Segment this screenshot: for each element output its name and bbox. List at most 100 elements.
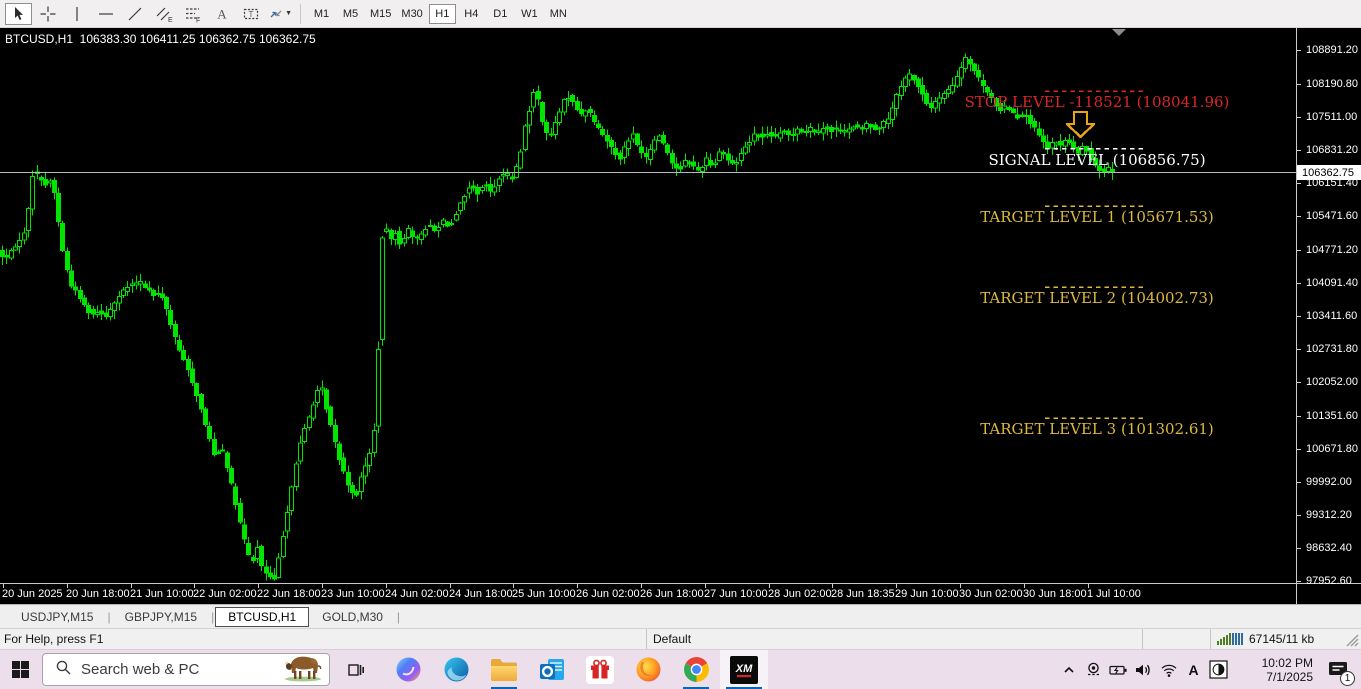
task-view-button[interactable] xyxy=(336,650,376,689)
time-axis-label[interactable]: 28 Jun 02:00 xyxy=(768,588,832,600)
meet-camera-icon[interactable] xyxy=(1081,650,1106,689)
time-axis-label[interactable]: 24 Jun 18:00 xyxy=(449,588,513,600)
price-axis-label[interactable]: 108190.80 xyxy=(1306,78,1358,90)
arrow-shapes-tool-button[interactable]: ▼ xyxy=(266,3,293,25)
start-button[interactable] xyxy=(0,650,40,689)
windows-logo-icon xyxy=(11,661,29,678)
chrome-taskbar-button[interactable] xyxy=(672,650,720,689)
time-axis-tick xyxy=(641,584,642,588)
time-axis-label[interactable]: 26 Jun 18:00 xyxy=(640,588,704,600)
chevron-up-icon[interactable] xyxy=(1056,650,1081,689)
price-axis-label[interactable]: 107511.00 xyxy=(1306,111,1358,123)
tab-separator: | xyxy=(107,609,111,624)
price-axis-label[interactable]: 102731.80 xyxy=(1306,343,1358,355)
price-axis-label[interactable]: 105471.60 xyxy=(1306,210,1358,222)
vertical-line-tool-button[interactable] xyxy=(63,3,90,25)
time-axis-label[interactable]: 29 Jun 10:00 xyxy=(895,588,959,600)
tab-usdjpy-m15[interactable]: USDJPY,M15 xyxy=(21,609,94,624)
trendline-tool-button[interactable] xyxy=(121,3,148,25)
equidistant-channel-tool-button[interactable]: E xyxy=(150,3,177,25)
taskbar-clock[interactable]: 10:02 PM 7/1/2025 xyxy=(1237,656,1313,684)
timeframe-m1-button[interactable]: M1 xyxy=(313,7,330,20)
price-axis-tick xyxy=(1297,548,1301,549)
time-axis-label[interactable]: 20 Jun 18:00 xyxy=(66,588,130,600)
price-axis-label[interactable]: 106831.20 xyxy=(1306,144,1358,156)
time-axis-label[interactable]: 26 Jun 02:00 xyxy=(576,588,640,600)
tab-btcusd-h1[interactable]: BTCUSD,H1 xyxy=(215,606,310,627)
target-level-1-label[interactable]: TARGET LEVEL 1 (105671.53) xyxy=(980,208,1214,227)
time-axis-tick xyxy=(769,584,770,588)
timeframe-mn-button[interactable]: MN xyxy=(549,7,567,20)
timeframe-m5-button[interactable]: M5 xyxy=(342,7,359,20)
price-axis-label[interactable]: 108891.20 xyxy=(1306,44,1358,56)
gift-taskbar-button[interactable] xyxy=(576,650,624,689)
price-axis-tick xyxy=(1297,84,1301,85)
time-axis-label[interactable]: 22 Jun 18:00 xyxy=(257,588,321,600)
notification-center-button[interactable]: 1 xyxy=(1319,650,1357,689)
target-level-2-label[interactable]: TARGET LEVEL 2 (104002.73) xyxy=(980,289,1214,308)
toolbar-separator xyxy=(300,3,301,24)
price-axis-label[interactable]: 103411.60 xyxy=(1306,310,1358,322)
resize-grip-icon[interactable] xyxy=(1343,629,1361,649)
battery-icon[interactable] xyxy=(1106,650,1131,689)
time-axis-label[interactable]: 20 Jun 2025 xyxy=(2,588,63,600)
time-axis-label[interactable]: 28 Jun 18:35 xyxy=(831,588,895,600)
cursor-tool-button[interactable] xyxy=(5,2,32,25)
price-axis-label[interactable]: 101351.60 xyxy=(1306,410,1358,422)
outlook-taskbar-button[interactable] xyxy=(528,650,576,689)
wifi-icon[interactable] xyxy=(1156,650,1181,689)
text-tool-button[interactable]: A xyxy=(208,3,235,25)
status-data-rate: 67145/11 kb xyxy=(1249,632,1315,646)
timeframe-h1-button[interactable]: H1 xyxy=(428,3,456,24)
time-axis-label[interactable]: 21 Jun 10:00 xyxy=(130,588,194,600)
price-axis-label[interactable]: 97952.60 xyxy=(1306,575,1352,587)
time-axis-tick xyxy=(450,584,451,588)
dropdown-caret-icon[interactable]: ▼ xyxy=(285,10,292,17)
time-axis-label[interactable]: 23 Jun 10:00 xyxy=(321,588,385,600)
text-label-tool-button[interactable]: T xyxy=(237,3,264,25)
time-axis-label[interactable]: 30 Jun 18:00 xyxy=(1023,588,1087,600)
timeframe-h4-button[interactable]: H4 xyxy=(464,7,479,20)
status-profile-selector[interactable]: Default xyxy=(646,629,1142,649)
horizontal-line-tool-button[interactable] xyxy=(92,3,119,25)
stop-level-label[interactable]: STOP LEVEL -118521 (108041.96) xyxy=(964,93,1230,112)
time-axis-label[interactable]: 24 Jun 02:00 xyxy=(385,588,449,600)
target-level-3-label[interactable]: TARGET LEVEL 3 (101302.61) xyxy=(980,420,1214,439)
volume-icon[interactable] xyxy=(1131,650,1156,689)
file-explorer-taskbar-button[interactable] xyxy=(480,650,528,689)
chart-window[interactable]: BTCUSD,H1 106383.30 106411.25 106362.75 … xyxy=(0,28,1361,604)
price-axis-label[interactable]: 98632.40 xyxy=(1306,542,1352,554)
xm-trading-taskbar-button[interactable]: XM xyxy=(720,649,768,689)
price-axis-label[interactable]: 100671.80 xyxy=(1306,443,1358,455)
timeframe-m15-button[interactable]: M15 xyxy=(370,7,392,20)
theme-toggle-icon[interactable] xyxy=(1206,650,1231,689)
timeframe-d1-button[interactable]: D1 xyxy=(493,7,508,20)
price-axis-tick xyxy=(1297,283,1301,284)
language-a-icon[interactable]: A xyxy=(1188,661,1199,678)
time-axis-label[interactable]: 1 Jul 10:00 xyxy=(1087,588,1141,600)
timeframe-w1-button[interactable]: W1 xyxy=(521,7,538,20)
search-placeholder: Search web & PC xyxy=(81,661,200,678)
price-axis-label[interactable]: 104771.20 xyxy=(1306,244,1358,256)
tab-gold-m30[interactable]: GOLD,M30 xyxy=(322,609,383,624)
price-axis-label[interactable]: 102052.00 xyxy=(1306,376,1358,388)
copilot-taskbar-button[interactable] xyxy=(384,650,432,689)
search-box[interactable]: Search web & PC xyxy=(42,653,330,686)
firefox-taskbar-button[interactable] xyxy=(624,650,672,689)
price-axis-label[interactable]: 99312.20 xyxy=(1306,509,1352,521)
time-axis-label[interactable]: 22 Jun 02:00 xyxy=(193,588,257,600)
chart-canvas[interactable] xyxy=(0,28,1361,604)
price-axis-label[interactable]: 99992.00 xyxy=(1306,476,1352,488)
fibonacci-retracement-tool-button[interactable]: F xyxy=(179,3,206,25)
price-axis-label[interactable]: 104091.40 xyxy=(1306,277,1358,289)
time-axis-label[interactable]: 25 Jun 10:00 xyxy=(512,588,576,600)
time-axis-label[interactable]: 27 Jun 10:00 xyxy=(704,588,768,600)
tab-gbpjpy-m15[interactable]: GBPJPY,M15 xyxy=(124,609,198,624)
timeframe-m30-button[interactable]: M30 xyxy=(401,7,423,20)
edge-taskbar-button[interactable] xyxy=(432,650,480,689)
time-axis-label[interactable]: 30 Jun 02:00 xyxy=(959,588,1023,600)
crosshair-tool-button[interactable] xyxy=(34,3,61,25)
signal-level-label[interactable]: SIGNAL LEVEL (106856.75) xyxy=(988,150,1206,169)
svg-text:F: F xyxy=(196,17,200,23)
tab-separator: | xyxy=(396,609,401,624)
